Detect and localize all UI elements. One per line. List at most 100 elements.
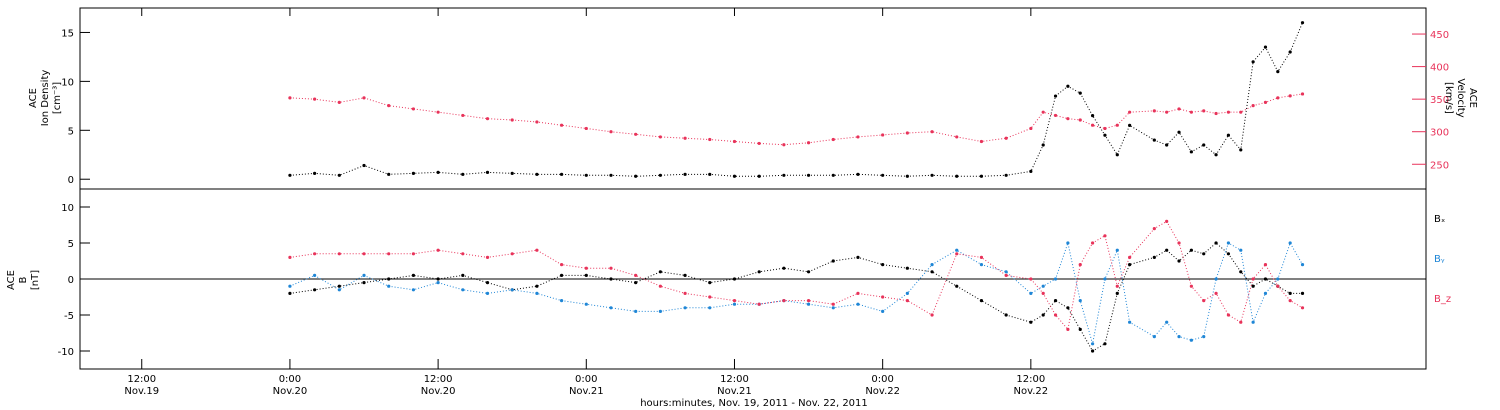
top-left-tick-label: 10: [61, 77, 74, 88]
bz-series-point: [1029, 277, 1033, 281]
bz-series-point: [634, 273, 638, 277]
legend-by: Bᵧ: [1434, 254, 1445, 265]
velocity-series-point: [1202, 109, 1206, 113]
velocity-series-point: [387, 104, 391, 108]
bz-series: [288, 219, 1305, 331]
by-series-point: [584, 302, 588, 306]
velocity-series-point: [1263, 100, 1268, 105]
bottom-left-tick-label: 0: [68, 275, 74, 286]
x-tick-time-label: 12:00: [424, 374, 453, 385]
bx-series-point: [757, 270, 761, 274]
bz-series-point: [1239, 320, 1243, 324]
bottom-left-axis-label-2: B: [18, 276, 29, 283]
density-series-point: [1300, 21, 1305, 25]
density-series-point: [461, 172, 465, 176]
top-left-tick-label: 15: [61, 28, 74, 39]
by-series-point: [683, 306, 687, 310]
density-series-point: [1276, 69, 1280, 74]
density-series-point: [732, 174, 737, 178]
top-right-tick-label: 450: [1430, 30, 1449, 41]
top-left-tick-label: 5: [68, 126, 74, 137]
top-left-tick-label: 0: [68, 175, 74, 186]
velocity-series-point: [461, 113, 465, 118]
bx-series-trace: [289, 242, 1303, 352]
velocity-series-trace: [289, 93, 1303, 146]
by-series-point: [461, 288, 465, 292]
by-series-point: [535, 291, 539, 295]
x-axis-label: hours:minutes, Nov. 19, 2011 - Nov. 22, …: [640, 398, 868, 409]
top-right-tick-label: 300: [1430, 128, 1449, 139]
bx-series: [288, 241, 1305, 353]
density-series-point: [535, 172, 539, 176]
bz-series-trace: [289, 220, 1303, 331]
x-tick-date-label: Nov.21: [717, 386, 752, 397]
bx-series-point: [1103, 342, 1107, 346]
density-series-point: [337, 173, 341, 177]
bz-series-point: [609, 266, 613, 270]
bx-series-point: [436, 277, 440, 281]
by-series-point: [1263, 291, 1268, 295]
top-left-axis-label-3: [cm⁻³]: [52, 82, 63, 114]
bz-series-point: [1214, 291, 1218, 295]
x-tick-date-label: Nov.22: [1014, 386, 1049, 397]
bottom-left-axis-label-3: [nT]: [30, 270, 41, 290]
top-left-axis-label-2: Ion Density: [40, 70, 51, 127]
density-series-point: [634, 174, 638, 178]
by-series: [288, 241, 1305, 346]
bx-series-point: [1041, 313, 1045, 317]
data-marks: [288, 21, 1305, 353]
bx-series-point: [1263, 277, 1268, 281]
bottom-left-tick-label: -10: [58, 347, 74, 358]
velocity-series-point: [905, 131, 909, 135]
density-series-point: [559, 172, 564, 176]
bx-series-point: [485, 281, 490, 285]
bx-series-point: [708, 281, 712, 285]
velocity-series-point: [1189, 110, 1193, 114]
density-series-point: [831, 173, 835, 177]
density-series-point: [979, 174, 984, 178]
velocity-series-point: [1041, 110, 1045, 114]
x-tick-date-label: Nov.19: [124, 386, 159, 397]
velocity-series: [288, 92, 1305, 147]
bz-series-point: [584, 266, 588, 270]
density-series-point: [1078, 91, 1082, 95]
x-tick-time-label: 12:00: [1016, 374, 1045, 385]
by-series-point: [1202, 335, 1206, 339]
velocity-series-point: [411, 107, 416, 111]
top-left-axis-label-1: ACE: [28, 88, 39, 108]
velocity-series-point: [1078, 118, 1082, 122]
by-series-point: [411, 288, 416, 292]
density-series-point: [436, 170, 440, 174]
density-series-point: [930, 173, 934, 177]
density-series-trace: [289, 22, 1303, 177]
bottom-left-tick-label: -5: [64, 311, 74, 322]
bx-series-point: [683, 273, 687, 277]
by-series-point: [1214, 277, 1218, 281]
bz-series-point: [510, 252, 514, 256]
bz-series-point: [782, 299, 786, 303]
velocity-series-point: [1165, 110, 1169, 114]
by-series-point: [634, 309, 638, 313]
bx-series-point: [1239, 270, 1243, 274]
velocity-series-point: [683, 136, 687, 140]
x-tick-date-label: Nov.20: [421, 386, 456, 397]
bx-series-point: [1177, 259, 1181, 263]
bz-series-point: [732, 299, 737, 303]
by-series-point: [609, 306, 613, 310]
velocity-series-point: [979, 139, 984, 144]
velocity-series-point: [1288, 94, 1292, 98]
by-series-point: [1066, 241, 1070, 245]
top-right-axis-label-3: [km/s]: [1443, 82, 1454, 114]
density-series-point: [881, 173, 885, 177]
bottom-left-tick-label: 10: [61, 203, 74, 214]
bz-series-point: [362, 252, 366, 256]
bx-series-point: [1165, 248, 1169, 252]
by-series-point: [485, 291, 490, 295]
velocity-series-point: [930, 130, 934, 134]
top-right-tick-label: 350: [1430, 95, 1449, 106]
velocity-series-point: [337, 100, 341, 105]
by-series-point: [1189, 338, 1193, 342]
by-series-point: [856, 302, 860, 306]
velocity-series-point: [1276, 96, 1280, 100]
